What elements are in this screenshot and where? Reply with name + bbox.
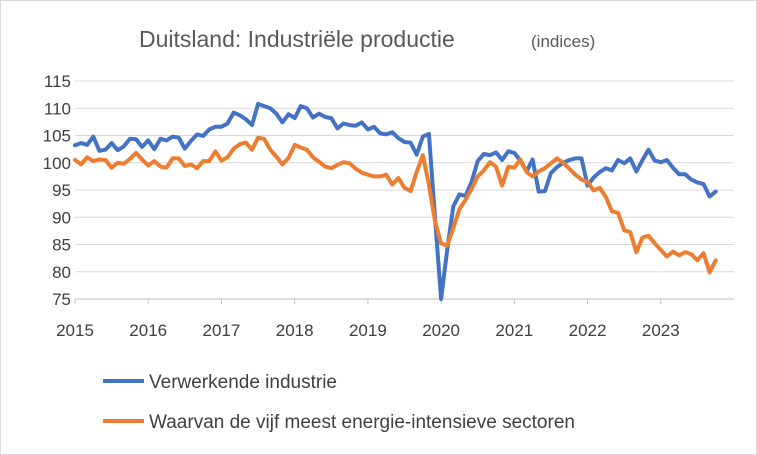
y-tick-label: 90: [52, 208, 71, 227]
x-tick-label: 2021: [495, 321, 533, 340]
x-tick-label: 2015: [56, 321, 94, 340]
series-line-verwerkende-industrie: [73, 101, 718, 301]
x-tick-label: 2016: [129, 321, 167, 340]
x-tick-label: 2017: [203, 321, 241, 340]
x-axis-ticks: 2015 2016 2017 2018 2019 2020 2021 2022 2023: [56, 299, 680, 340]
y-tick-label: 75: [52, 290, 71, 309]
x-tick-label: 2023: [642, 321, 680, 340]
y-tick-label: 105: [43, 127, 71, 146]
legend: Verwerkende industrie Waarvan de vijf me…: [103, 372, 575, 433]
x-tick-label: 2019: [349, 321, 387, 340]
legend-label-verwerkende-industrie: Verwerkende industrie: [149, 372, 337, 393]
legend-label-energie-intensieve-sectoren: Waarvan de vijf meest energie-intensieve…: [149, 412, 575, 433]
y-tick-label: 85: [52, 236, 71, 255]
y-tick-label: 100: [43, 154, 71, 173]
y-tick-label: 115: [44, 72, 71, 91]
x-tick-label: 2018: [276, 321, 314, 340]
series-lines: [73, 101, 718, 301]
y-axis-ticks: 115 110 105 100 95 90 85 80 75: [43, 72, 71, 309]
series-line-energie-intensieve-sectoren: [73, 135, 718, 275]
x-tick-label: 2022: [569, 321, 607, 340]
x-tick-label: 2020: [422, 321, 460, 340]
chart-title: Duitsland: Industriële productie: [139, 26, 455, 52]
y-tick-label: 110: [44, 99, 71, 118]
y-tick-label: 95: [52, 181, 71, 200]
y-tick-label: 80: [52, 263, 71, 282]
chart-subtitle: (indices): [531, 32, 595, 51]
